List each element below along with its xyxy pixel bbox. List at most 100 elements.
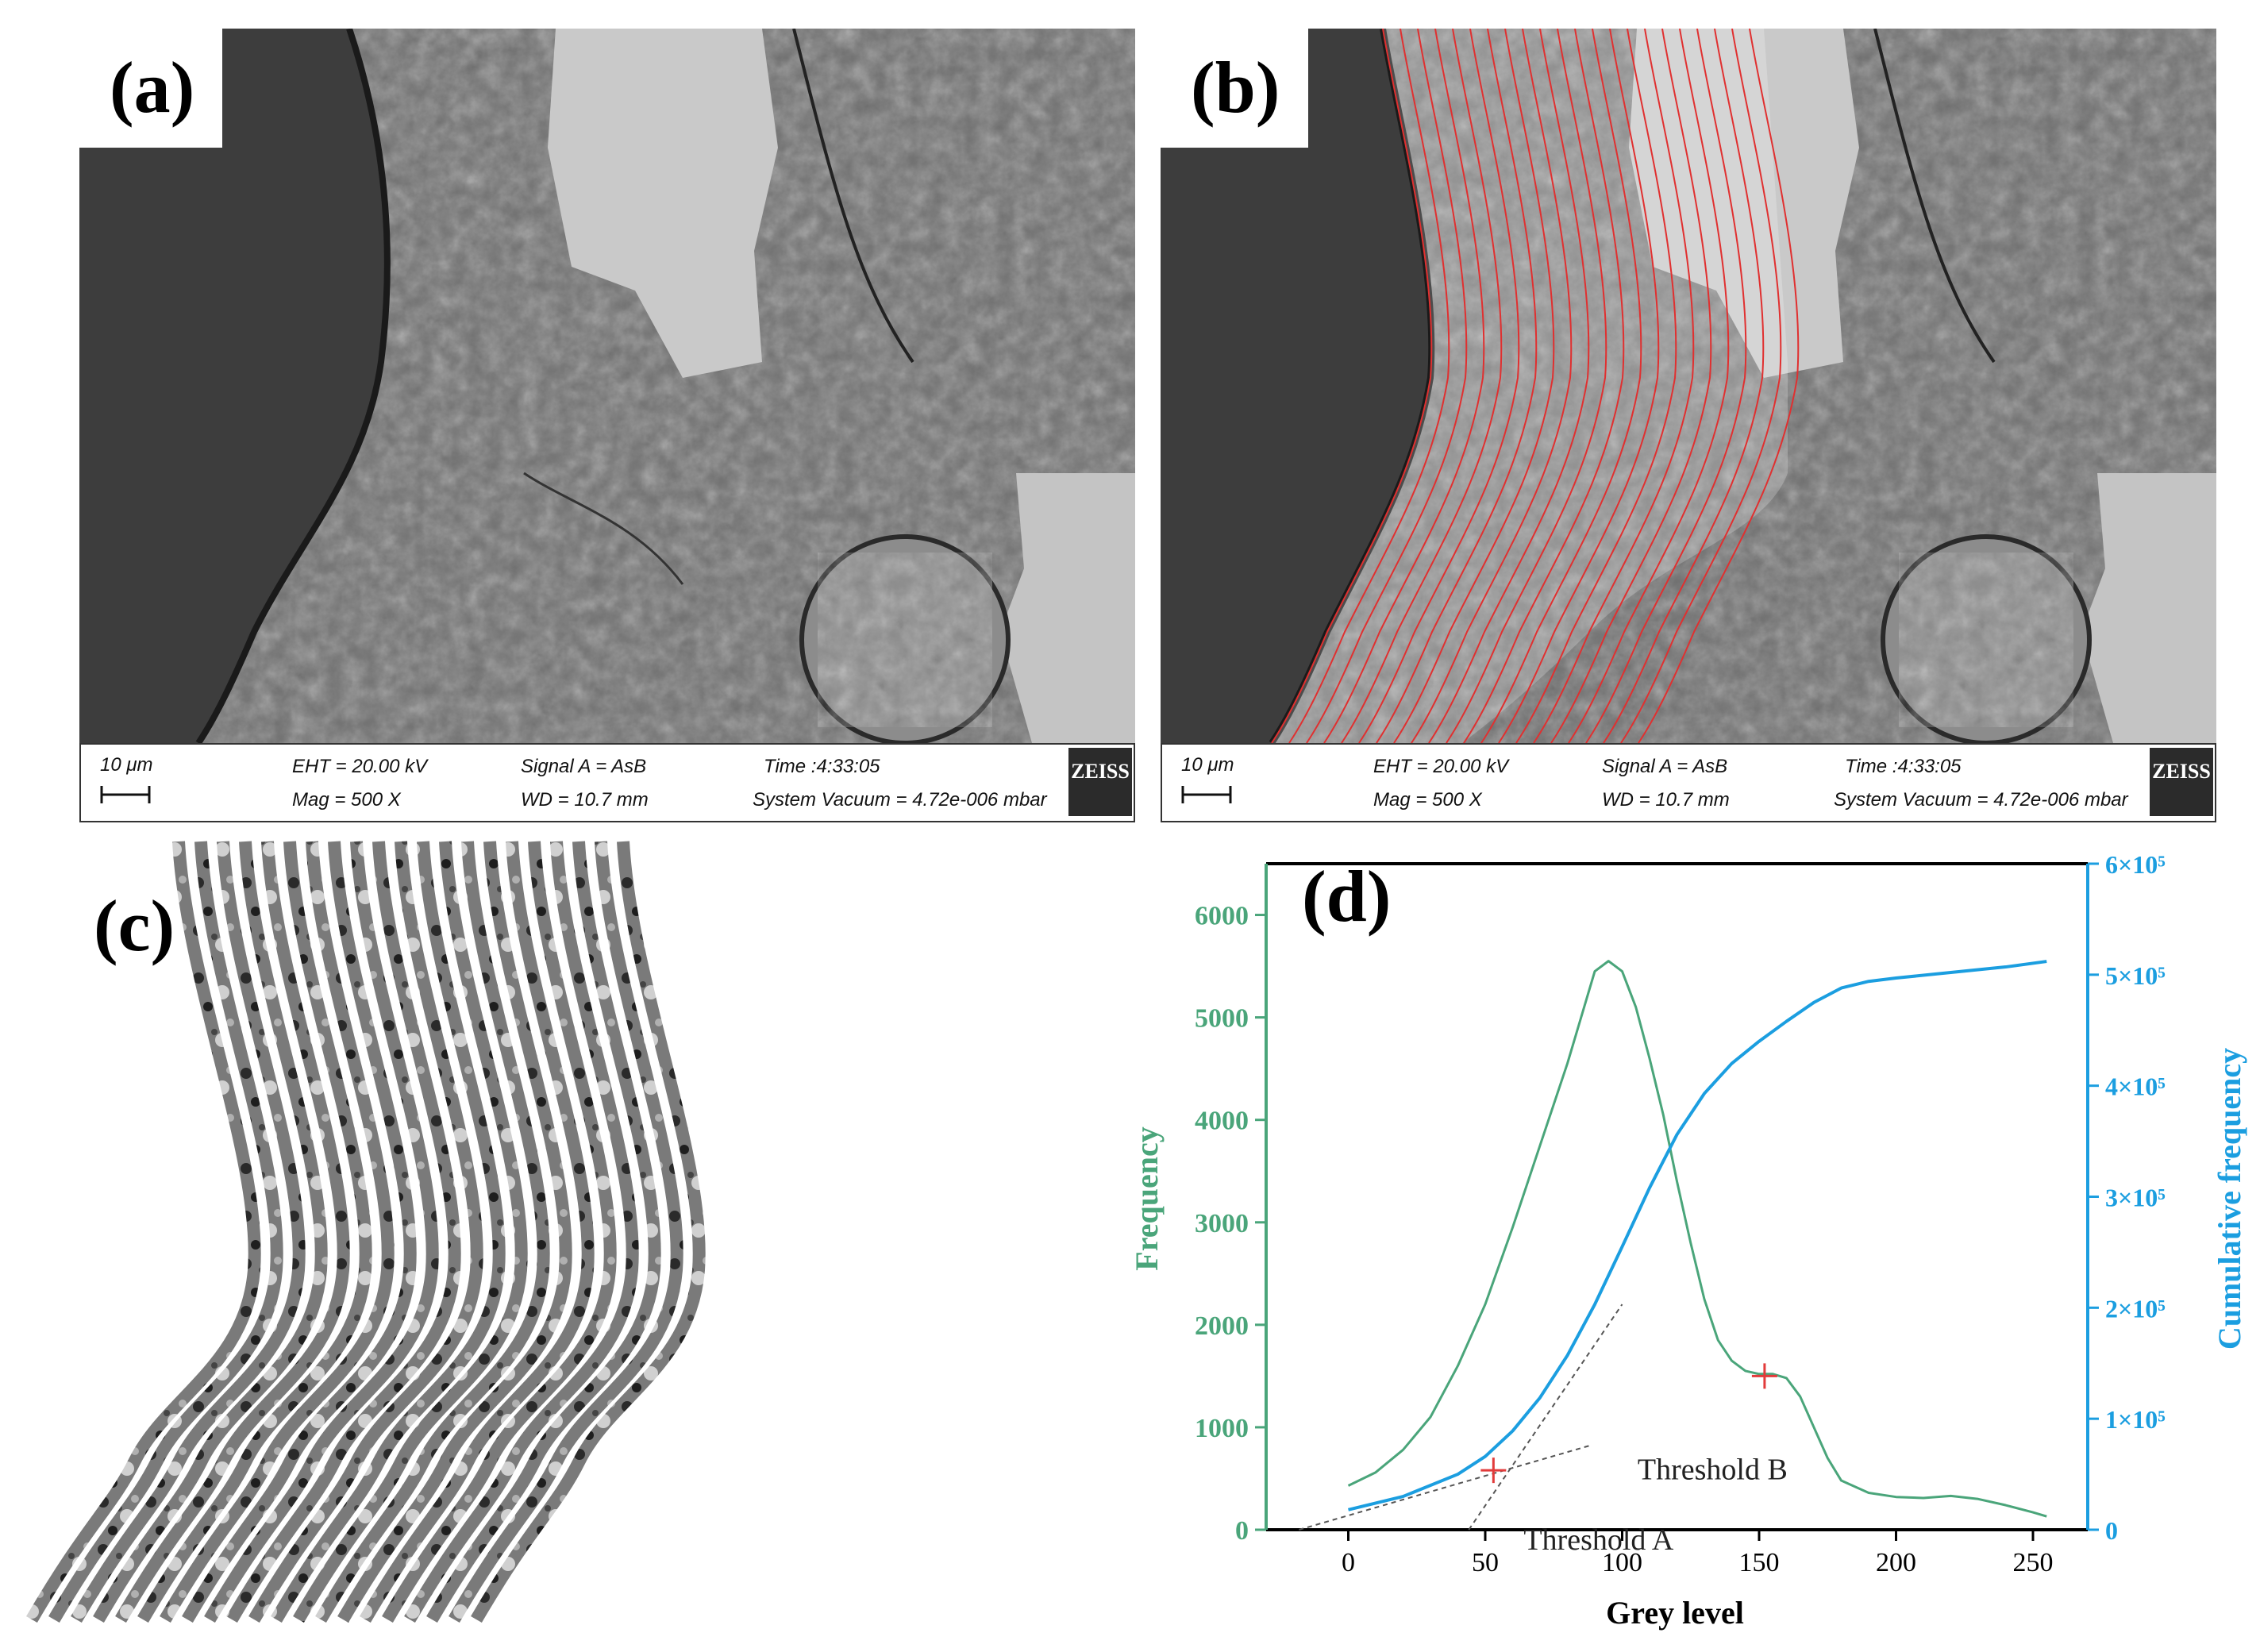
x-tick-label: 100 — [1602, 1548, 1642, 1577]
segmented-strip — [160, 841, 395, 1623]
eht-text: EHT = 20.00 kV — [1373, 756, 1509, 777]
wd-text: WD = 10.7 mm — [521, 789, 649, 811]
overlay-line — [1393, 29, 1555, 743]
segmented-strip — [382, 841, 617, 1623]
overlay-line — [1620, 29, 1782, 743]
overlay-line — [1515, 29, 1677, 743]
x-tick-label: 50 — [1472, 1548, 1499, 1577]
histogram-chart: 0 50 100 150 200 250 0 1000 2000 3000 4000 5000 6000… — [1129, 850, 2247, 1631]
panel-c: (c) — [0, 826, 1127, 1648]
overlay-line — [1568, 29, 1730, 743]
x-tick-label: 0 — [1342, 1548, 1355, 1577]
signal-text: Signal A = AsB — [1602, 756, 1728, 777]
y2-tick-label: 6×10⁵ — [2105, 850, 2166, 879]
panel-b: (b) 10 μm EHT = 20.00 kV Signal A = AsB … — [1161, 29, 2216, 822]
y2-tick-label: 4×10⁵ — [2105, 1072, 2166, 1101]
y2-tick-label: 5×10⁵ — [2105, 961, 2166, 990]
scale-bar — [1181, 786, 1232, 803]
time-text: Time :4:33:05 — [764, 756, 880, 777]
tangent-line-slope — [1468, 1304, 1623, 1531]
overlay-line — [1480, 29, 1642, 743]
x-tick-label: 150 — [1739, 1548, 1780, 1577]
panel-a: (a) 10 μm EHT = 20.00 kV Signal A = AsB … — [79, 29, 1135, 822]
x-tick-label: 200 — [1876, 1548, 1916, 1577]
segmented-strip — [271, 841, 506, 1623]
segmented-strip — [471, 841, 706, 1623]
overlay-line — [1603, 29, 1765, 743]
segmented-strip — [226, 841, 461, 1623]
y-tick-label: 6000 — [1195, 902, 1249, 931]
segmented-strip — [71, 841, 306, 1623]
scale-bar — [100, 786, 151, 803]
segmented-strip — [93, 841, 328, 1623]
overlay-line — [1411, 29, 1573, 743]
overlay-line — [1550, 29, 1712, 743]
sem-image-b: (b) — [1161, 29, 2216, 743]
y-tick-label: 0 — [1235, 1516, 1249, 1546]
segmented-strip — [248, 841, 483, 1623]
overlay-line — [1638, 29, 1800, 743]
segmented-strip — [449, 841, 683, 1623]
segmented-strip — [26, 841, 261, 1623]
segmented-strip — [404, 841, 639, 1623]
zeiss-logo: ZEISS — [2150, 748, 2213, 816]
overlay-line — [1358, 29, 1520, 743]
overlay-line — [1498, 29, 1660, 743]
y2-tick-label: 1×10⁵ — [2105, 1405, 2166, 1434]
overlay-line — [1463, 29, 1625, 743]
sem-texture-a — [79, 29, 1135, 743]
overlay-line — [1341, 29, 1503, 743]
overlay-line — [1428, 29, 1590, 743]
panel-label-d: (d) — [1302, 856, 1391, 937]
segmented-strip — [360, 841, 595, 1623]
scale-label: 10 μm — [1181, 754, 1234, 776]
segmented-strips — [26, 841, 706, 1623]
sem-image-a: (a) — [79, 29, 1135, 743]
segmented-strip — [337, 841, 572, 1623]
sem-texture-b — [1161, 29, 2216, 743]
overlay-line — [1271, 29, 1433, 743]
segmented-strip — [48, 841, 283, 1623]
segmented-strip — [115, 841, 350, 1623]
sem-databar-a: 10 μm EHT = 20.00 kV Signal A = AsB Time… — [79, 743, 1135, 822]
segmented-strip — [137, 841, 372, 1623]
y2-axis-label: Cumulative frequency — [2212, 1048, 2247, 1350]
overlay-line — [1533, 29, 1695, 743]
series-frequency-line — [1347, 960, 2047, 1518]
threshold-b-label: Threshold B — [1638, 1453, 1788, 1486]
scale-label: 10 μm — [100, 754, 153, 776]
x-axis-label: Grey level — [1606, 1595, 1744, 1631]
tangent-line-baseline — [1299, 1445, 1590, 1531]
overlay-line — [1376, 29, 1538, 743]
mag-text: Mag = 500 X — [1373, 789, 1482, 811]
y-tick-label: 2000 — [1195, 1311, 1249, 1341]
wd-text: WD = 10.7 mm — [1602, 789, 1730, 811]
overlay-line — [1323, 29, 1485, 743]
y-axis-label: Frequency — [1135, 1126, 1165, 1270]
time-text: Time :4:33:05 — [1845, 756, 1962, 777]
eht-text: EHT = 20.00 kV — [292, 756, 428, 777]
panel-d: 0 50 100 150 200 250 0 1000 2000 3000 4000 5000 6000… — [1129, 826, 2260, 1648]
y-tick-label: 3000 — [1195, 1209, 1249, 1238]
y2-tick-label: 3×10⁵ — [2105, 1184, 2166, 1212]
segmented-strip — [182, 841, 417, 1623]
segmented-strip — [293, 841, 528, 1623]
series-cumulative-line — [1348, 960, 2047, 1511]
panel-label-c: (c) — [94, 885, 175, 966]
panel-label-a: (a) — [79, 29, 222, 148]
overlay-line — [1306, 29, 1468, 743]
y2-tick-label: 2×10⁵ — [2105, 1294, 2166, 1323]
x-tick-label: 250 — [2013, 1548, 2054, 1577]
interface-zone-overlay — [1271, 29, 1800, 743]
vacuum-text: System Vacuum = 4.72e-006 mbar — [753, 789, 1047, 811]
segmented-strip — [315, 841, 550, 1623]
segmented-strip — [204, 841, 439, 1623]
threshold-a-label: Threshold A — [1523, 1523, 1673, 1557]
y2-tick-label: 0 — [2105, 1516, 2118, 1545]
mag-text: Mag = 500 X — [292, 789, 401, 811]
zeiss-logo: ZEISS — [1068, 748, 1132, 816]
vacuum-text: System Vacuum = 4.72e-006 mbar — [1834, 789, 2128, 811]
panel-label-b: (b) — [1161, 29, 1308, 148]
overlay-line — [1446, 29, 1607, 743]
signal-text: Signal A = AsB — [521, 756, 647, 777]
